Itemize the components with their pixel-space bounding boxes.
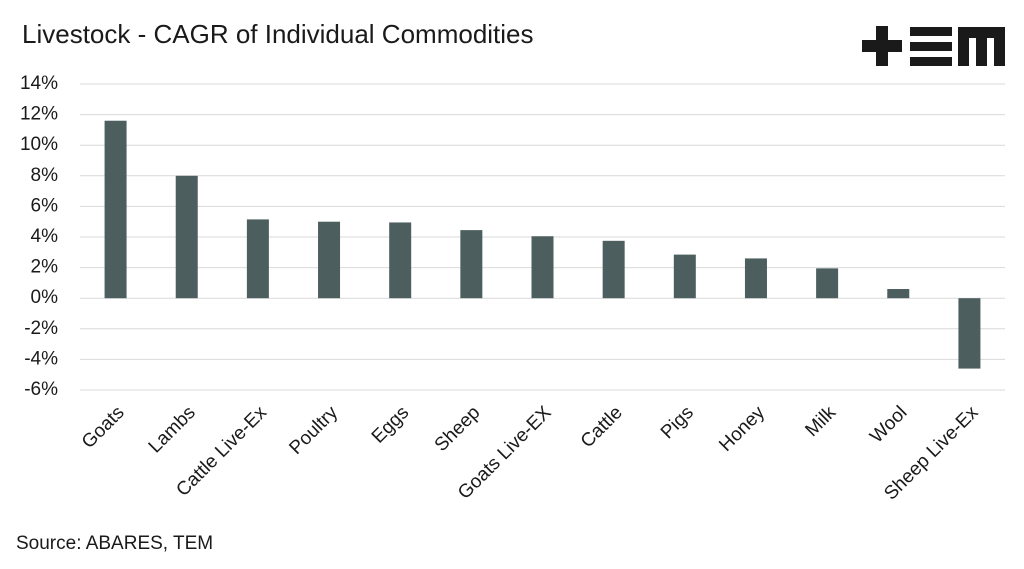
y-tick-label: 4% — [31, 226, 59, 247]
y-tick-label: 0% — [31, 287, 59, 308]
bar — [958, 298, 981, 369]
y-tick-label: -2% — [24, 318, 58, 339]
bar — [246, 219, 269, 299]
y-tick-label: 8% — [31, 165, 59, 186]
bar — [460, 230, 483, 299]
chart-title: Livestock - CAGR of Individual Commoditi… — [22, 19, 534, 49]
y-tick-label: -6% — [24, 379, 58, 400]
y-tick-label: 14% — [20, 73, 58, 94]
y-tick-label: 10% — [20, 134, 58, 155]
y-tick-label: 2% — [31, 257, 59, 278]
bar — [887, 289, 910, 299]
logo — [862, 26, 1005, 66]
bar — [318, 221, 341, 299]
bar — [104, 120, 127, 299]
y-tick-label: -4% — [24, 348, 58, 369]
bar — [744, 258, 767, 299]
bar — [602, 240, 625, 299]
bar — [175, 175, 198, 299]
bar — [816, 268, 839, 299]
bar — [389, 222, 412, 299]
bar — [531, 236, 554, 299]
source-note: Source: ABARES, TEM — [16, 533, 213, 554]
y-tick-label: 6% — [31, 195, 59, 216]
y-tick-label: 12% — [20, 104, 58, 125]
bar — [673, 254, 696, 299]
